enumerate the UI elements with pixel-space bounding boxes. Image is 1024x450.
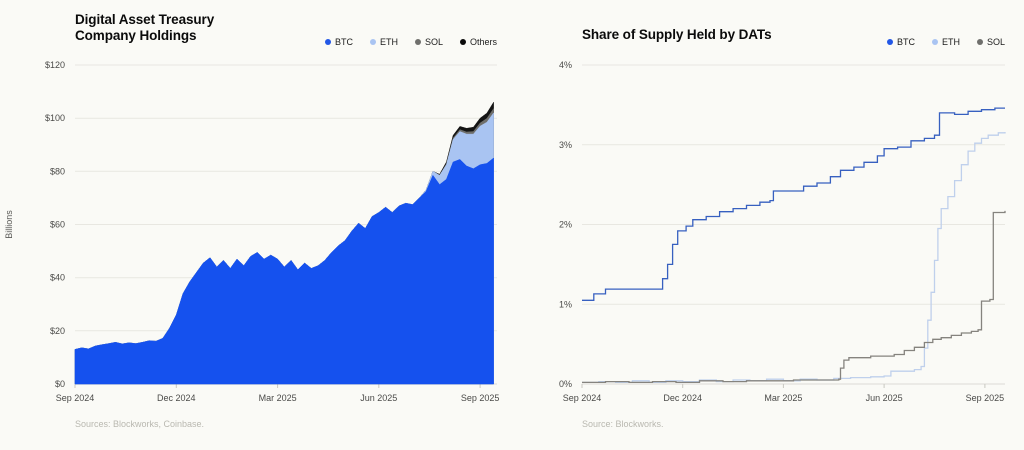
legend-item-others: Others: [459, 37, 497, 47]
y-tick-label: 1%: [559, 299, 572, 309]
eth-dot-icon: [369, 39, 376, 45]
supply-share-step-line-chart: 0% 1% 2% 3% 4% Sep 2024 Dec 2024 Mar 2025 Jun 20…: [559, 60, 1006, 403]
y-tick-label: 0%: [559, 379, 572, 389]
title-line-1: Digital Asset Treasury: [75, 12, 215, 27]
step-line-series-eth: [582, 132, 1006, 384]
x-tick-label: Sep 2025: [966, 393, 1005, 403]
step-line-series-btc: [582, 107, 1005, 301]
legend-label: SOL: [986, 37, 1005, 47]
x-tick-label: Mar 2025: [764, 393, 802, 403]
area-series-btc: [74, 157, 494, 385]
holdings-chart-title: Digital Asset Treasury Company Holdings: [75, 12, 214, 44]
x-tick-label: Sep 2024: [563, 393, 602, 403]
x-tick-label: Dec 2024: [663, 393, 702, 403]
y-axis-title: Billions: [4, 210, 14, 239]
legend-item-eth: ETH: [369, 37, 398, 47]
y-tick-label: 3%: [559, 140, 572, 150]
sol-dot-icon: [414, 39, 421, 45]
y-tick-label: $0: [55, 379, 65, 389]
y-tick-label: $60: [50, 220, 65, 230]
x-tick-label: Dec 2024: [157, 393, 196, 403]
supply-share-legend: BTC ETH SOL: [886, 37, 1005, 47]
title-line-1: Share of Supply Held by DATs: [582, 27, 772, 42]
title-line-2: Company Holdings: [75, 28, 197, 43]
y-tick-label: $80: [50, 166, 65, 176]
btc-dot-icon: [886, 39, 893, 45]
step-line-series-sol: [582, 210, 1006, 384]
legend-label: BTC: [334, 37, 353, 47]
holdings-source-note: Sources: Blockworks, Coinbase.: [75, 419, 205, 429]
legend-item-eth: ETH: [931, 37, 960, 47]
holdings-stacked-area-chart: $0 $20 $40 $60 $80 $100 $120 Sep 2024 Dec 2024 Ma…: [4, 60, 500, 403]
x-tick-label: Sep 2024: [56, 393, 95, 403]
legend-item-btc: BTC: [886, 37, 915, 47]
legend-label: Others: [469, 37, 497, 47]
x-tick-label: Mar 2025: [259, 393, 297, 403]
y-tick-label: 2%: [559, 220, 572, 230]
legend-item-btc: BTC: [324, 37, 353, 47]
legend-item-sol: SOL: [414, 37, 443, 47]
btc-dot-icon: [324, 39, 331, 45]
others-dot-icon: [459, 39, 466, 45]
sol-dot-icon: [976, 39, 983, 45]
supply-share-chart-title: Share of Supply Held by DATs: [582, 27, 772, 43]
y-tick-label: 4%: [559, 60, 572, 70]
holdings-chart-panel: Digital Asset Treasury Company Holdings …: [4, 12, 500, 429]
eth-dot-icon: [931, 39, 938, 45]
legend-label: ETH: [941, 37, 960, 47]
legend-label: SOL: [424, 37, 443, 47]
x-tick-label: Jun 2025: [866, 393, 903, 403]
legend-label: ETH: [379, 37, 398, 47]
legend-label: BTC: [896, 37, 915, 47]
x-tick-label: Jun 2025: [360, 393, 397, 403]
y-tick-label: $40: [50, 273, 65, 283]
supply-share-chart-panel: Share of Supply Held by DATs BTC ETH SOL 0…: [512, 0, 1024, 450]
holdings-legend: BTC ETH SOL Others: [324, 37, 497, 47]
legend-item-sol: SOL: [976, 37, 1005, 47]
x-tick-label: Sep 2025: [461, 393, 500, 403]
y-tick-label: $120: [45, 60, 65, 70]
y-tick-label: $100: [45, 113, 65, 123]
y-tick-label: $20: [50, 326, 65, 336]
supply-share-source-note: Source: Blockworks.: [582, 419, 664, 429]
